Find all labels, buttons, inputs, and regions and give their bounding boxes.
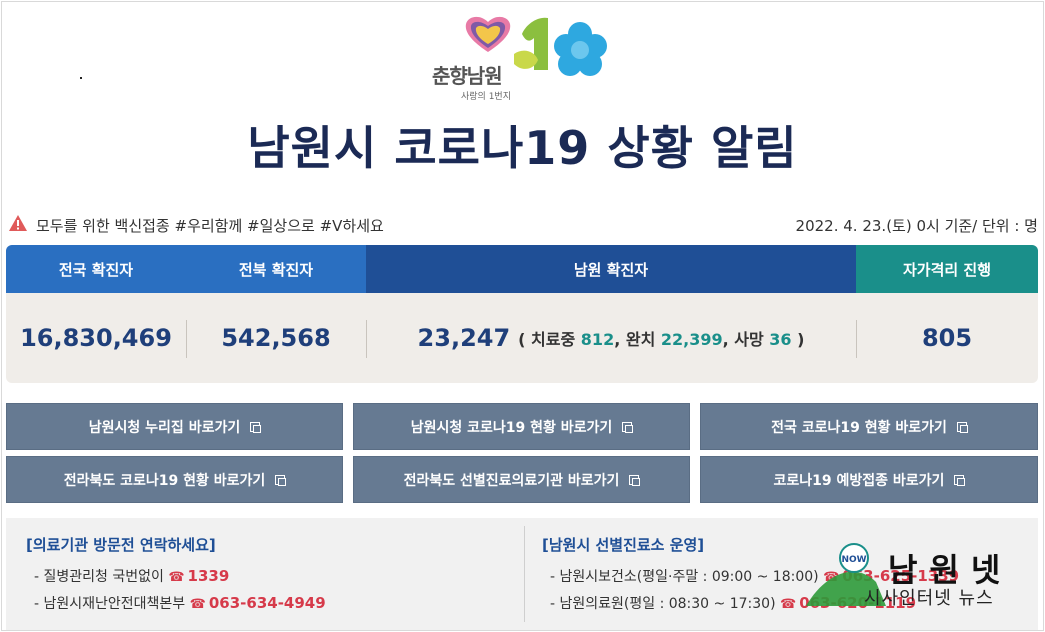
watermark-badge: NOW [841, 555, 866, 565]
value-namwon-cell: 23,247 ( 치료중 812, 완치 22,399, 사망 36 ) [366, 293, 856, 383]
value-quarantine-cell: 805 [856, 293, 1038, 383]
close-paren: ) [791, 330, 805, 349]
link-label: 전국 코로나19 현황 바로가기 [771, 419, 947, 436]
link-jeonbuk-covid-button[interactable]: 전라북도 코로나19 현황 바로가기 [6, 456, 343, 503]
header-quarantine: 자가격리 진행 [856, 245, 1038, 293]
namwon-detail: ( 치료중 812, 완치 22,399, 사망 36 ) [518, 326, 804, 350]
value-jeonbuk: 542,568 [221, 324, 331, 352]
stray-dot [80, 77, 82, 79]
value-jeonbuk-cell: 542,568 [186, 293, 366, 383]
divider [366, 320, 367, 358]
link-vaccination-button[interactable]: 코로나19 예방접종 바로가기 [700, 456, 1038, 503]
notice-row: 모두를 위한 백신접종 #우리함께 #일상으로 #V하세요 2022. 4. 2… [8, 212, 1038, 236]
info-label: - 남원의료원(평일 : 08:30 ~ 17:30) [550, 596, 776, 612]
divider [186, 320, 187, 358]
namwon-net-watermark-icon: NOW [806, 543, 886, 606]
external-link-icon [622, 421, 634, 433]
namwon-logo-icon [465, 16, 607, 76]
reference-date: 2022. 4. 23.(토) 0시 기준/ 단위 : 명 [795, 217, 1038, 235]
link-jeonbuk-screening-button[interactable]: 전라북도 선별진료의료기관 바로가기 [353, 456, 690, 503]
phone-icon: ☎ [168, 570, 185, 585]
value-quarantine: 805 [921, 324, 973, 352]
value-national: 16,830,469 [20, 324, 172, 352]
left-info-title: [의료기관 방문전 연락하세요] [26, 536, 216, 554]
link-label: 남원시청 누리집 바로가기 [88, 419, 241, 436]
link-namwon-covid-button[interactable]: 남원시청 코로나19 현황 바로가기 [353, 403, 690, 450]
divider [856, 320, 857, 358]
external-link-icon [275, 474, 287, 486]
value-national-cell: 16,830,469 [6, 293, 186, 383]
right-info-line-1: - 남원시보건소(평일·주말 : 09:00 ~ 18:00) ☎ 063-625… [550, 566, 959, 586]
logo-text: 춘향남원 [432, 64, 503, 88]
link-national-covid-button[interactable]: 전국 코로나19 현황 바로가기 [700, 403, 1038, 450]
external-link-icon [629, 474, 641, 486]
death-value: 36 [769, 330, 792, 349]
recovered-label: , 완치 [614, 330, 656, 349]
treating-value: 812 [580, 330, 615, 349]
right-info-title: [남원시 선별진료소 운영] [542, 536, 705, 554]
phone-icon: ☎ [189, 597, 206, 612]
divider [524, 526, 525, 622]
info-label: - 질병관리청 국번없이 [34, 569, 164, 585]
link-label: 코로나19 예방접종 바로가기 [773, 472, 945, 489]
external-link-icon [956, 421, 968, 433]
stats-table: 전국 확진자 전북 확진자 남원 확진자 자가격리 진행 16,830,469 … [6, 245, 1038, 383]
warning-icon [9, 215, 27, 231]
header-jeonbuk: 전북 확진자 [186, 245, 366, 293]
logo-subtext: 사랑의 1번지 [461, 92, 511, 102]
watermark-name: 남원넷 [888, 551, 1013, 589]
treating-label: ( 치료중 [518, 330, 576, 349]
link-label: 전라북도 선별진료의료기관 바로가기 [403, 472, 620, 489]
page-title: 남원시 코로나19 상황 알림 [247, 121, 798, 175]
link-namwon-homepage-button[interactable]: 남원시청 누리집 바로가기 [6, 403, 343, 450]
value-namwon: 23,247 [417, 324, 511, 352]
header-national: 전국 확진자 [6, 245, 186, 293]
external-link-icon [954, 474, 966, 486]
watermark-sub: 시사인터넷 뉴스 [864, 588, 994, 609]
recovered-value: 22,399 [660, 330, 723, 349]
info-label: - 남원시재난안전대책본부 [34, 596, 186, 612]
external-link-icon [250, 421, 262, 433]
left-info-line-1: - 질병관리청 국번없이 ☎ 1339 [34, 566, 229, 586]
phone-number: 1339 [187, 567, 230, 585]
death-label: , 사망 [722, 330, 764, 349]
header-namwon: 남원 확진자 [366, 245, 856, 293]
link-label: 남원시청 코로나19 현황 바로가기 [410, 419, 613, 436]
link-label: 전라북도 코로나19 현황 바로가기 [63, 472, 266, 489]
notice-text: 모두를 위한 백신접종 #우리함께 #일상으로 #V하세요 [36, 217, 384, 235]
left-info-line-2: - 남원시재난안전대책본부 ☎ 063-634-4949 [34, 593, 326, 613]
info-label: - 남원시보건소(평일·주말 : 09:00 ~ 18:00) [550, 569, 819, 585]
info-panel: [의료기관 방문전 연락하세요] - 질병관리청 국번없이 ☎ 1339 - 남원… [6, 518, 1038, 630]
phone-icon: ☎ [779, 597, 797, 612]
phone-number: 063-634-4949 [208, 594, 326, 612]
